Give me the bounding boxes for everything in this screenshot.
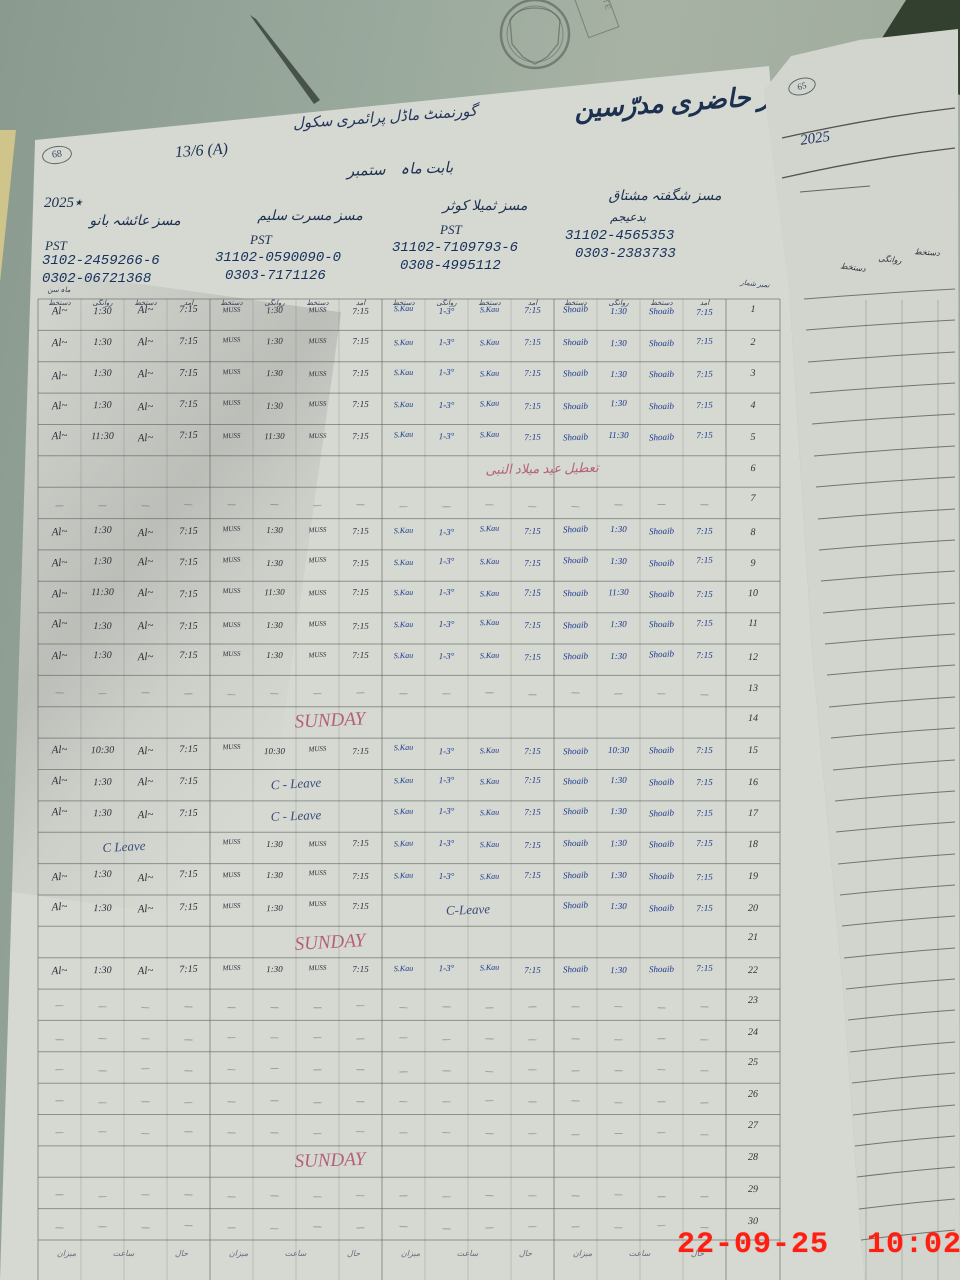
svg-text:DATE: DATE xyxy=(596,0,613,12)
